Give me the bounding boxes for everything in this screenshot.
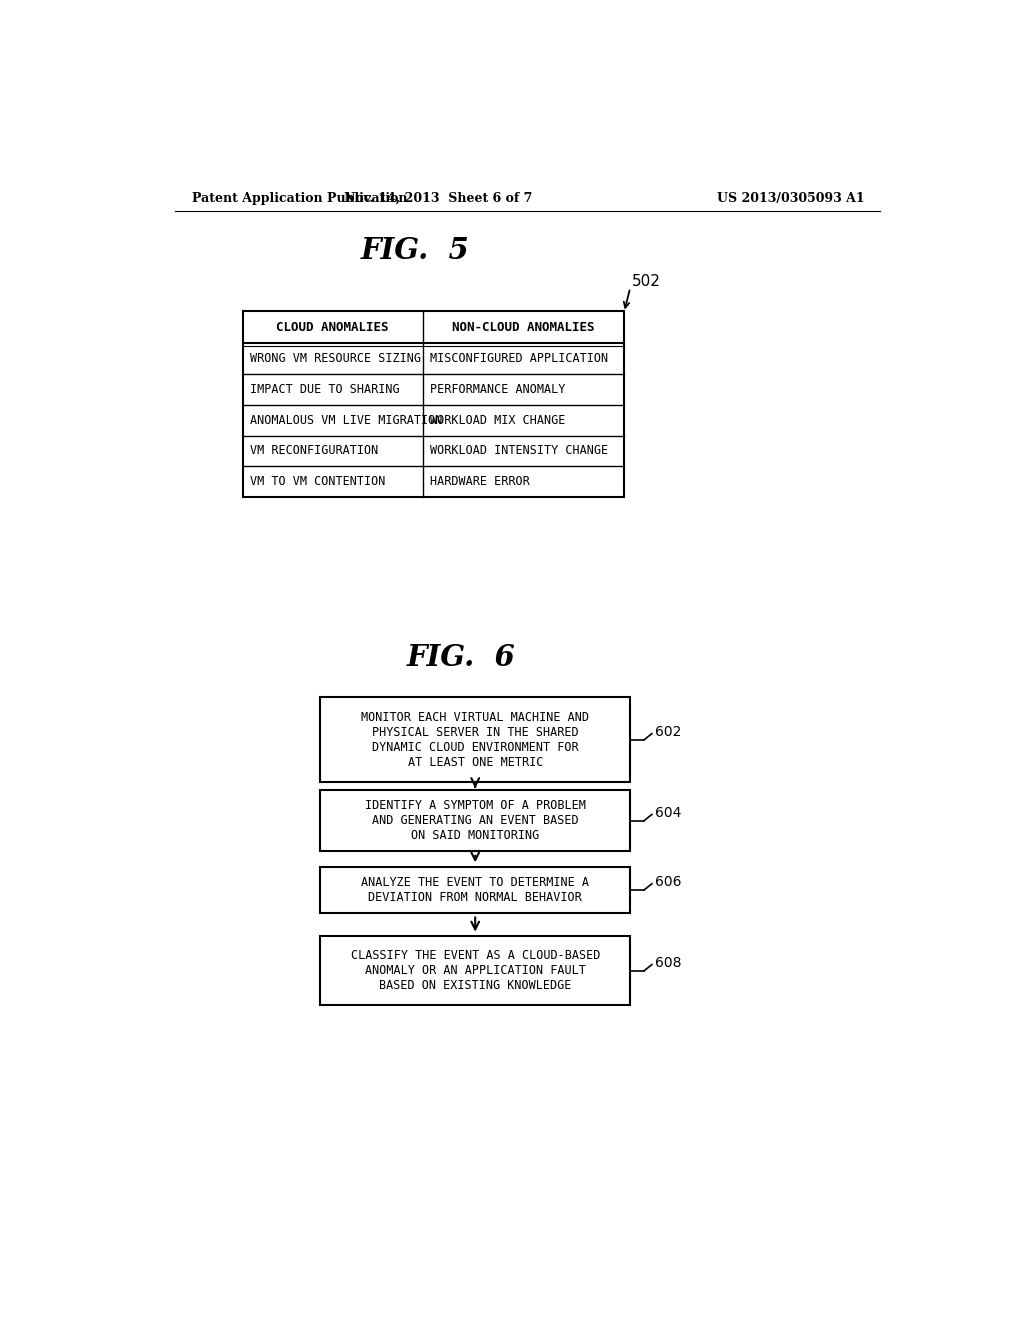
Text: IDENTIFY A SYMPTOM OF A PROBLEM
AND GENERATING AN EVENT BASED
ON SAID MONITORING: IDENTIFY A SYMPTOM OF A PROBLEM AND GENE… bbox=[365, 799, 586, 842]
Text: MONITOR EACH VIRTUAL MACHINE AND
PHYSICAL SERVER IN THE SHARED
DYNAMIC CLOUD ENV: MONITOR EACH VIRTUAL MACHINE AND PHYSICA… bbox=[361, 710, 589, 768]
Text: FIG.  5: FIG. 5 bbox=[360, 236, 469, 265]
Bar bbox=[321, 789, 630, 851]
Text: Nov. 14, 2013  Sheet 6 of 7: Nov. 14, 2013 Sheet 6 of 7 bbox=[344, 191, 532, 205]
Text: 604: 604 bbox=[655, 807, 681, 820]
Text: Patent Application Publication: Patent Application Publication bbox=[193, 191, 408, 205]
Text: US 2013/0305093 A1: US 2013/0305093 A1 bbox=[717, 191, 864, 205]
Text: VM RECONFIGURATION: VM RECONFIGURATION bbox=[251, 445, 379, 458]
Text: ANALYZE THE EVENT TO DETERMINE A
DEVIATION FROM NORMAL BEHAVIOR: ANALYZE THE EVENT TO DETERMINE A DEVIATI… bbox=[361, 876, 589, 904]
Text: 606: 606 bbox=[655, 875, 682, 890]
Text: IMPACT DUE TO SHARING: IMPACT DUE TO SHARING bbox=[251, 383, 400, 396]
Text: 608: 608 bbox=[655, 956, 682, 970]
Text: MISCONFIGURED APPLICATION: MISCONFIGURED APPLICATION bbox=[430, 352, 608, 366]
Text: FIG.  6: FIG. 6 bbox=[407, 643, 516, 672]
Text: 602: 602 bbox=[655, 725, 681, 739]
Bar bbox=[243, 312, 624, 498]
Text: ANOMALOUS VM LIVE MIGRATION: ANOMALOUS VM LIVE MIGRATION bbox=[251, 413, 442, 426]
Bar bbox=[321, 697, 630, 781]
Bar bbox=[321, 936, 630, 1006]
Text: WORKLOAD INTENSITY CHANGE: WORKLOAD INTENSITY CHANGE bbox=[430, 445, 608, 458]
Text: VM TO VM CONTENTION: VM TO VM CONTENTION bbox=[251, 475, 386, 488]
Bar bbox=[321, 867, 630, 913]
Text: WRONG VM RESOURCE SIZING: WRONG VM RESOURCE SIZING bbox=[251, 352, 422, 366]
Text: NON-CLOUD ANOMALIES: NON-CLOUD ANOMALIES bbox=[452, 321, 595, 334]
Text: 502: 502 bbox=[632, 275, 660, 289]
Text: CLOUD ANOMALIES: CLOUD ANOMALIES bbox=[276, 321, 389, 334]
Text: WORKLOAD MIX CHANGE: WORKLOAD MIX CHANGE bbox=[430, 413, 565, 426]
Text: CLASSIFY THE EVENT AS A CLOUD-BASED
ANOMALY OR AN APPLICATION FAULT
BASED ON EXI: CLASSIFY THE EVENT AS A CLOUD-BASED ANOM… bbox=[350, 949, 600, 993]
Text: HARDWARE ERROR: HARDWARE ERROR bbox=[430, 475, 530, 488]
Text: PERFORMANCE ANOMALY: PERFORMANCE ANOMALY bbox=[430, 383, 565, 396]
